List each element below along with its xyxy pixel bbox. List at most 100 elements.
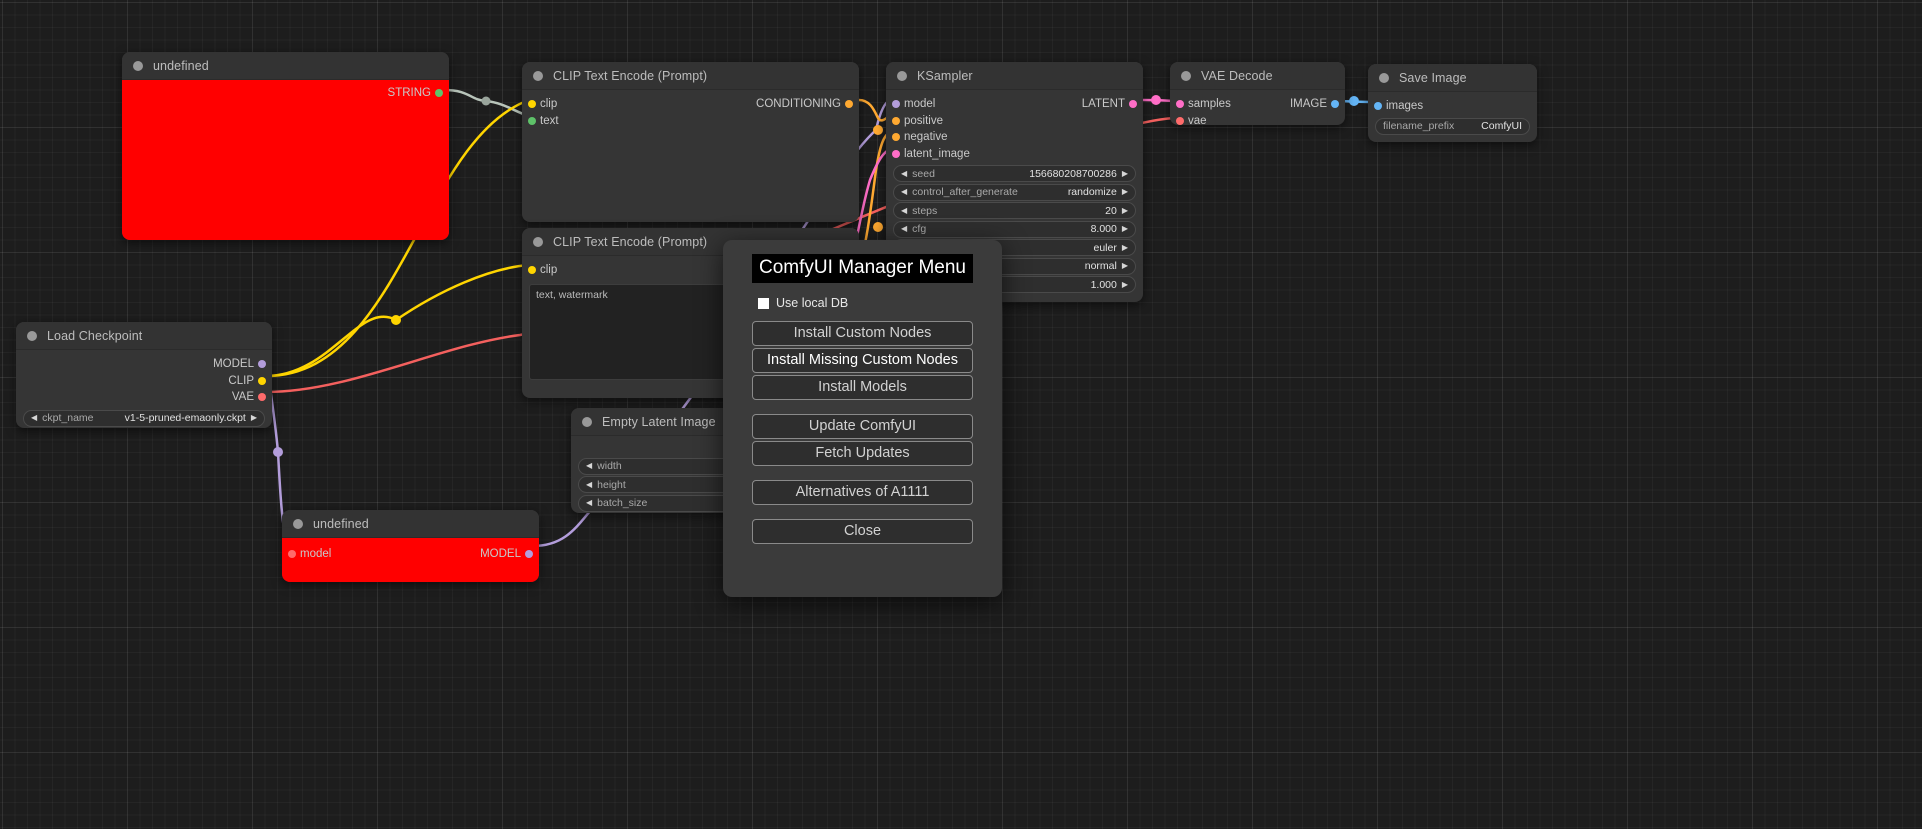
node-title-bar[interactable]: Load Checkpoint [16, 322, 272, 350]
output-port-dot[interactable] [1129, 100, 1137, 109]
output-conditioning[interactable]: CONDITIONING [522, 96, 859, 113]
input-model[interactable]: model [282, 546, 539, 563]
output-port-dot[interactable] [258, 360, 266, 369]
input-negative[interactable]: negative [886, 129, 1143, 146]
increment-arrow-icon[interactable]: ▶ [1121, 205, 1128, 215]
node-clip-text-encode-positive[interactable]: CLIP Text Encode (Prompt) clip CONDITION… [522, 62, 859, 222]
input-port-dot[interactable] [528, 100, 536, 109]
decrement-arrow-icon[interactable]: ◀ [586, 461, 593, 470]
input-port-dot[interactable] [1176, 100, 1184, 109]
fetch-updates-button[interactable]: Fetch Updates [752, 441, 973, 466]
widget-control-after-generate[interactable]: ◀ control_after_generate randomize ▶ [893, 183, 1136, 201]
install-missing-custom-nodes-button[interactable]: Install Missing Custom Nodes [752, 348, 973, 373]
input-label: model [300, 548, 332, 561]
input-text[interactable]: text [522, 113, 859, 130]
update-comfyui-button[interactable]: Update ComfyUI [752, 414, 973, 439]
output-image[interactable]: IMAGE [1170, 96, 1345, 113]
alternatives-of-a1111-button[interactable]: Alternatives of A1111 [752, 480, 973, 505]
decrement-arrow-icon[interactable]: ◀ [901, 187, 908, 196]
output-port-dot[interactable] [435, 89, 443, 98]
increment-arrow-icon[interactable]: ▶ [1121, 187, 1128, 196]
increment-arrow-icon[interactable]: ▶ [250, 413, 257, 422]
output-vae[interactable]: VAE [16, 389, 272, 406]
node-title-bar[interactable]: VAE Decode [1170, 62, 1345, 90]
output-port-dot[interactable] [258, 393, 266, 402]
collapse-dot-icon[interactable] [1181, 70, 1191, 81]
node-title-bar[interactable]: KSampler [886, 62, 1143, 90]
install-custom-nodes-button[interactable]: Install Custom Nodes [752, 321, 973, 346]
dialog-title: ComfyUI Manager Menu [752, 254, 973, 283]
node-save-image[interactable]: Save Image images filename_prefix ComfyU… [1368, 64, 1537, 142]
node-ksampler[interactable]: KSampler model LATENT positive negative [886, 62, 1143, 302]
output-string[interactable]: STRING [122, 85, 449, 102]
collapse-dot-icon[interactable] [533, 70, 543, 81]
widget-value: randomize [1067, 186, 1117, 198]
output-port-dot[interactable] [1331, 100, 1339, 109]
input-port-dot[interactable] [288, 550, 296, 559]
input-positive[interactable]: positive [886, 113, 1143, 130]
node-title-bar[interactable]: undefined [282, 510, 539, 538]
node-body: STRING [122, 80, 449, 240]
input-port-dot[interactable] [528, 266, 536, 275]
decrement-arrow-icon[interactable]: ◀ [901, 168, 908, 178]
input-vae[interactable]: vae [1170, 113, 1345, 125]
decrement-arrow-icon[interactable]: ◀ [586, 498, 593, 507]
input-port-dot[interactable] [892, 133, 900, 142]
output-model[interactable]: MODEL [16, 356, 272, 373]
input-samples[interactable]: samples [1170, 96, 1345, 113]
close-button[interactable]: Close [752, 519, 973, 544]
input-clip[interactable]: clip [522, 262, 859, 279]
node-undefined-string[interactable]: undefined STRING [122, 52, 449, 240]
collapse-dot-icon[interactable] [293, 518, 303, 529]
decrement-arrow-icon[interactable]: ◀ [586, 479, 593, 489]
input-model[interactable]: model [886, 96, 1143, 113]
increment-arrow-icon[interactable]: ▶ [1121, 279, 1128, 289]
output-model[interactable]: MODEL [282, 546, 539, 563]
node-load-checkpoint[interactable]: Load Checkpoint MODEL CLIP VAE ◀ ckpt_nam… [16, 322, 272, 428]
input-port-dot[interactable] [892, 149, 900, 158]
input-port-dot[interactable] [528, 116, 536, 125]
collapse-dot-icon[interactable] [27, 330, 37, 341]
collapse-dot-icon[interactable] [1379, 72, 1389, 83]
collapse-dot-icon[interactable] [582, 416, 592, 427]
node-title-bar[interactable]: CLIP Text Encode (Prompt) [522, 62, 859, 90]
node-vae-decode[interactable]: VAE Decode samples IMAGE vae [1170, 62, 1345, 125]
widget-steps[interactable]: ◀ steps 20 ▶ [893, 202, 1136, 219]
output-latent[interactable]: LATENT [886, 96, 1143, 113]
input-latent-image[interactable]: latent_image [886, 146, 1143, 163]
input-port-dot[interactable] [892, 100, 900, 109]
increment-arrow-icon[interactable]: ▶ [1121, 261, 1128, 270]
install-models-button[interactable]: Install Models [752, 375, 973, 400]
increment-arrow-icon[interactable]: ▶ [1121, 224, 1128, 233]
decrement-arrow-icon[interactable]: ◀ [31, 413, 38, 422]
output-port-dot[interactable] [525, 550, 533, 559]
node-undefined-model[interactable]: undefined model MODEL [282, 510, 539, 582]
widget-seed[interactable]: ◀ seed 156680208700286 ▶ [893, 165, 1136, 182]
widget-filename-prefix[interactable]: filename_prefix ComfyUI [1375, 117, 1530, 135]
decrement-arrow-icon[interactable]: ◀ [901, 224, 908, 233]
use-local-db-checkbox[interactable] [758, 297, 769, 309]
use-local-db-row[interactable]: Use local DB [758, 296, 973, 310]
input-port-dot[interactable] [892, 116, 900, 125]
output-port-dot[interactable] [258, 376, 266, 385]
comfyui-manager-menu-dialog[interactable]: ComfyUI Manager Menu Use local DB Instal… [723, 240, 1002, 597]
collapse-dot-icon[interactable] [133, 60, 143, 71]
collapse-dot-icon[interactable] [533, 236, 543, 247]
decrement-arrow-icon[interactable]: ◀ [901, 205, 908, 215]
output-clip[interactable]: CLIP [16, 373, 272, 390]
collapse-dot-icon[interactable] [897, 70, 907, 81]
input-images[interactable]: images [1368, 98, 1537, 115]
input-port-dot[interactable] [1374, 102, 1382, 111]
output-port-dot[interactable] [845, 100, 853, 109]
input-port-dot[interactable] [1176, 116, 1184, 125]
increment-arrow-icon[interactable]: ▶ [1121, 242, 1128, 252]
widget-label: cfg [912, 223, 927, 235]
widget-ckpt-name[interactable]: ◀ ckpt_name v1-5-pruned-emaonly.ckpt ▶ [23, 409, 265, 427]
input-clip[interactable]: clip [522, 96, 859, 113]
widget-label: width [597, 460, 622, 472]
node-title-bar[interactable]: undefined [122, 52, 449, 80]
increment-arrow-icon[interactable]: ▶ [1121, 168, 1128, 178]
node-title-bar[interactable]: Save Image [1368, 64, 1537, 92]
widget-cfg[interactable]: ◀ cfg 8.000 ▶ [893, 220, 1136, 238]
